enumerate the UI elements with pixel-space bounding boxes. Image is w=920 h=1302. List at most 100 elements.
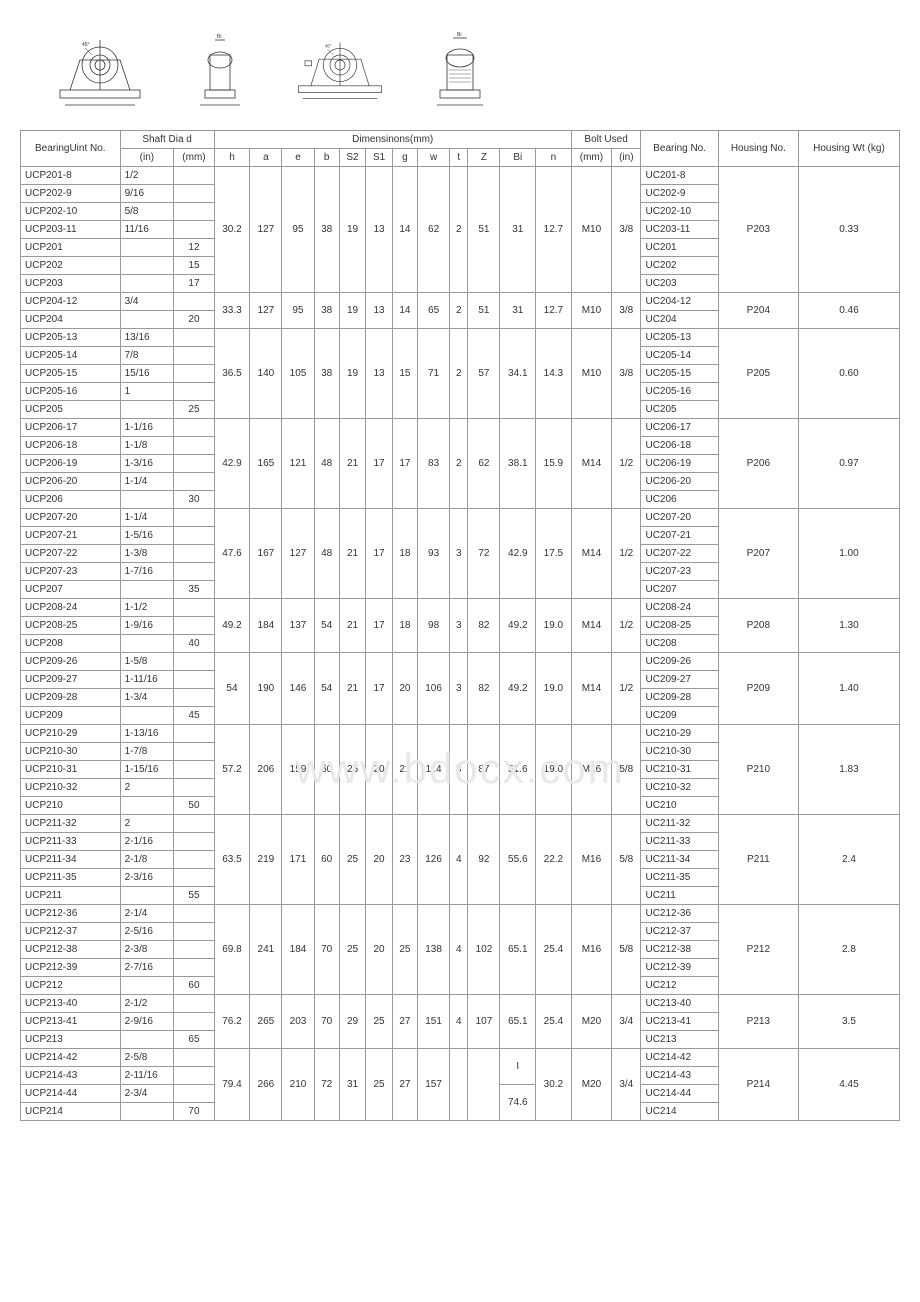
- cell-unit: UCP210-29: [21, 725, 121, 743]
- cell-boltin: 5/8: [612, 905, 641, 995]
- cell-boltmm: M10: [571, 293, 611, 329]
- cell-in: 11/16: [120, 221, 174, 239]
- cell-b: 70: [314, 995, 339, 1049]
- cell-mm: [174, 851, 214, 869]
- cell-bi: 31: [500, 293, 536, 329]
- cell-bearing: UC209-26: [641, 653, 718, 671]
- cell-bearing: UC202: [641, 257, 718, 275]
- cell-unit: UCP214-44: [21, 1085, 121, 1103]
- cell-bearing: UC212-39: [641, 959, 718, 977]
- cell-a: 241: [250, 905, 282, 995]
- cell-s1: 13: [366, 167, 393, 293]
- cell-bearing: UC205-15: [641, 365, 718, 383]
- cell-in: 1-1/4: [120, 509, 174, 527]
- cell-unit: UCP207-22: [21, 545, 121, 563]
- cell-h: 76.2: [214, 995, 250, 1049]
- table-row: UCP209-261-5/8541901465421172010638249.2…: [21, 653, 900, 671]
- cell-bearing: UC210-31: [641, 761, 718, 779]
- th-z: Z: [468, 149, 500, 167]
- cell-unit: UCP204-12: [21, 293, 121, 311]
- cell-in: 2: [120, 815, 174, 833]
- cell-bearing: UC210-32: [641, 779, 718, 797]
- cell-bearing: UC213-40: [641, 995, 718, 1013]
- cell-h: 36.5: [214, 329, 250, 419]
- cell-b: 54: [314, 653, 339, 725]
- cell-unit: UCP202: [21, 257, 121, 275]
- cell-z: 102: [468, 905, 500, 995]
- cell-n: 15.9: [536, 419, 572, 509]
- cell-z: 62: [468, 419, 500, 509]
- svg-text:45°: 45°: [82, 42, 90, 48]
- cell-mm: [174, 563, 214, 581]
- cell-bi: 65.1: [500, 995, 536, 1049]
- cell-mm: [174, 185, 214, 203]
- diagram-3: 45°: [290, 20, 390, 110]
- cell-s2: 21: [339, 419, 366, 509]
- cell-housing: P203: [718, 167, 798, 293]
- cell-mm: [174, 1049, 214, 1067]
- cell-mm: [174, 905, 214, 923]
- cell-in: 1-1/16: [120, 419, 174, 437]
- table-row: UCP212-362-1/469.82411847025202513841026…: [21, 905, 900, 923]
- cell-bearing: UC207-22: [641, 545, 718, 563]
- cell-bearing: UC208-24: [641, 599, 718, 617]
- cell-in: 1-1/8: [120, 437, 174, 455]
- cell-a: 265: [250, 995, 282, 1049]
- cell-s1: 25: [366, 1049, 393, 1121]
- cell-unit: UCP207: [21, 581, 121, 599]
- cell-bearing: UC209-27: [641, 671, 718, 689]
- cell-housing: P209: [718, 653, 798, 725]
- cell-in: 1-7/16: [120, 563, 174, 581]
- cell-mm: [174, 473, 214, 491]
- cell-s1: 20: [366, 815, 393, 905]
- cell-z: 82: [468, 653, 500, 725]
- cell-mm: [174, 455, 214, 473]
- cell-boltmm: M14: [571, 509, 611, 599]
- cell-mm: 35: [174, 581, 214, 599]
- cell-unit: UCP209: [21, 707, 121, 725]
- cell-mm: 30: [174, 491, 214, 509]
- cell-b: 48: [314, 419, 339, 509]
- cell-wt: 1.83: [798, 725, 899, 815]
- th-in: (in): [120, 149, 174, 167]
- cell-e: 146: [282, 653, 314, 725]
- cell-in: [120, 581, 174, 599]
- cell-b: 38: [314, 329, 339, 419]
- cell-unit: UCP205-14: [21, 347, 121, 365]
- cell-w: 98: [418, 599, 450, 653]
- cell-mm: [174, 1013, 214, 1031]
- cell-bi: 38.1: [500, 419, 536, 509]
- table-row: UCP214-422-5/879.426621072312527157I30.2…: [21, 1049, 900, 1067]
- th-g: g: [392, 149, 417, 167]
- cell-bearing: UC213: [641, 1031, 718, 1049]
- cell-h: 33.3: [214, 293, 250, 329]
- cell-in: 1-1/2: [120, 599, 174, 617]
- cell-bearing: UC212-36: [641, 905, 718, 923]
- cell-e: 159: [282, 725, 314, 815]
- table-row: UCP206-171-1/1642.9165121482117178326238…: [21, 419, 900, 437]
- cell-wt: 3.5: [798, 995, 899, 1049]
- svg-text:Bi: Bi: [217, 34, 221, 40]
- cell-unit: UCP211-35: [21, 869, 121, 887]
- cell-boltin: 3/8: [612, 167, 641, 293]
- cell-housing: P208: [718, 599, 798, 653]
- cell-bearing: UC214-42: [641, 1049, 718, 1067]
- cell-wt: 1.30: [798, 599, 899, 653]
- cell-g: 21: [392, 725, 417, 815]
- cell-boltmm: M10: [571, 167, 611, 293]
- cell-b: 70: [314, 905, 339, 995]
- cell-mm: [174, 329, 214, 347]
- cell-unit: UCP206: [21, 491, 121, 509]
- cell-n: 17.5: [536, 509, 572, 599]
- th-bearing: Bearing No.: [641, 131, 718, 167]
- cell-in: 1-3/8: [120, 545, 174, 563]
- cell-mm: [174, 815, 214, 833]
- cell-mm: 20: [174, 311, 214, 329]
- cell-in: [120, 257, 174, 275]
- cell-bearing: UC202-9: [641, 185, 718, 203]
- diagram-row: 45° Bi 45° Bi: [20, 20, 900, 110]
- cell-wt: 2.8: [798, 905, 899, 995]
- cell-w: 65: [418, 293, 450, 329]
- cell-h: 42.9: [214, 419, 250, 509]
- cell-unit: UCP208-25: [21, 617, 121, 635]
